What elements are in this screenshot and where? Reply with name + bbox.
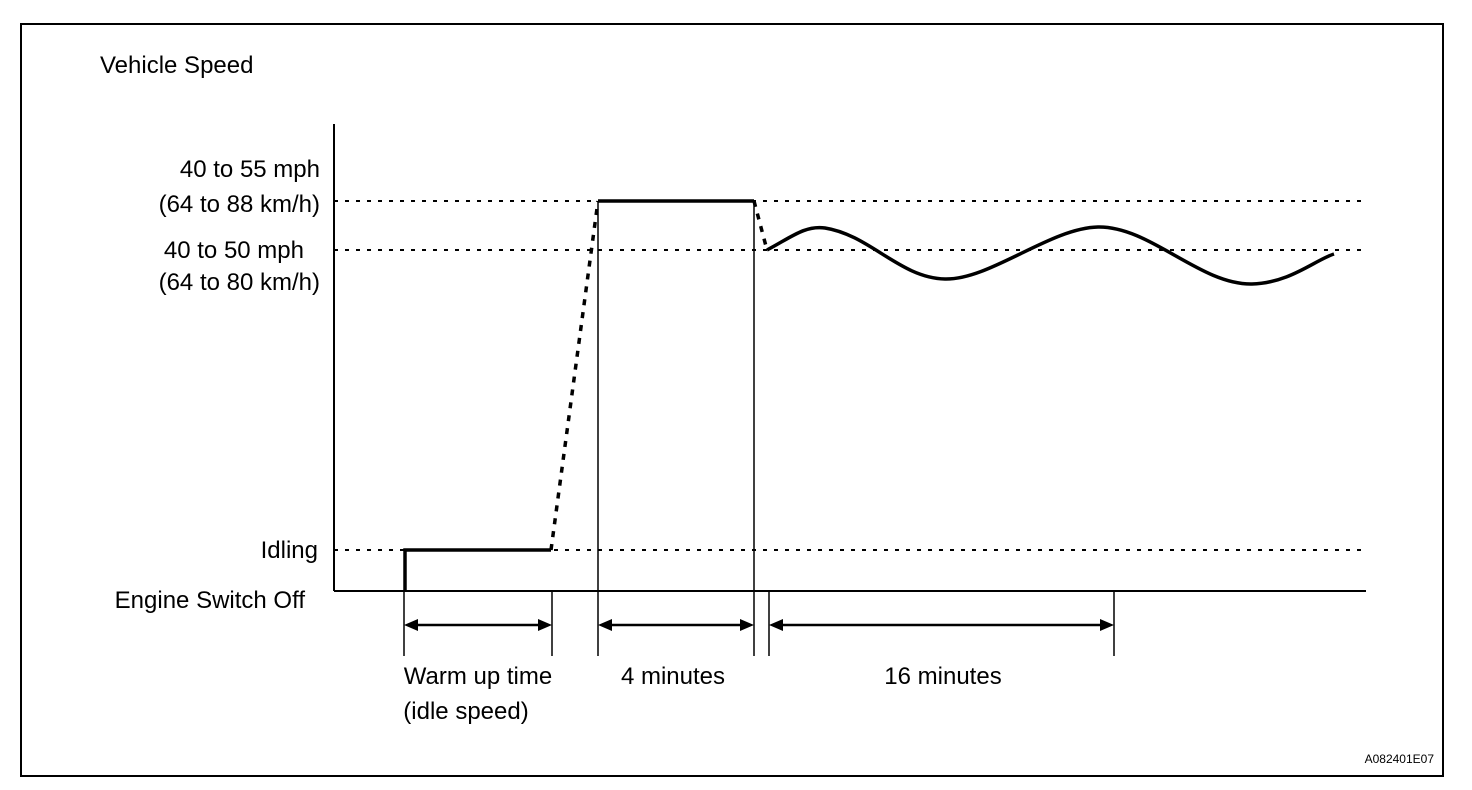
sixteen-minutes-label: 16 minutes — [884, 663, 1001, 690]
sixteen-minutes-duration-arrow — [769, 619, 1114, 631]
idle-speed-label: (idle speed) — [403, 698, 528, 725]
idling-label: Idling — [261, 537, 318, 564]
warmup-time-label: Warm up time — [404, 663, 552, 690]
warmup-duration-arrow — [404, 619, 552, 631]
variable-speed-wave-curve — [766, 225, 1335, 286]
lower-speed-label-kmh: (64 to 80 km/h) — [159, 269, 320, 296]
four-minutes-duration-arrow — [598, 619, 754, 631]
figure-code: A082401E07 — [1365, 752, 1435, 766]
four-minutes-label: 4 minutes — [621, 663, 725, 690]
upper-speed-label-kmh: (64 to 88 km/h) — [159, 191, 320, 218]
engine-switch-off-label: Engine Switch Off — [115, 587, 306, 614]
lower-speed-label-mph: 40 to 50 mph — [164, 237, 304, 264]
deceleration-dotted-curve — [752, 200, 769, 251]
figure-frame — [20, 23, 1444, 777]
acceleration-dotted-curve — [549, 200, 600, 551]
y-axis-title: Vehicle Speed — [100, 52, 253, 79]
engine-start-idle-curve — [403, 548, 551, 591]
upper-speed-label-mph: 40 to 55 mph — [180, 156, 320, 183]
